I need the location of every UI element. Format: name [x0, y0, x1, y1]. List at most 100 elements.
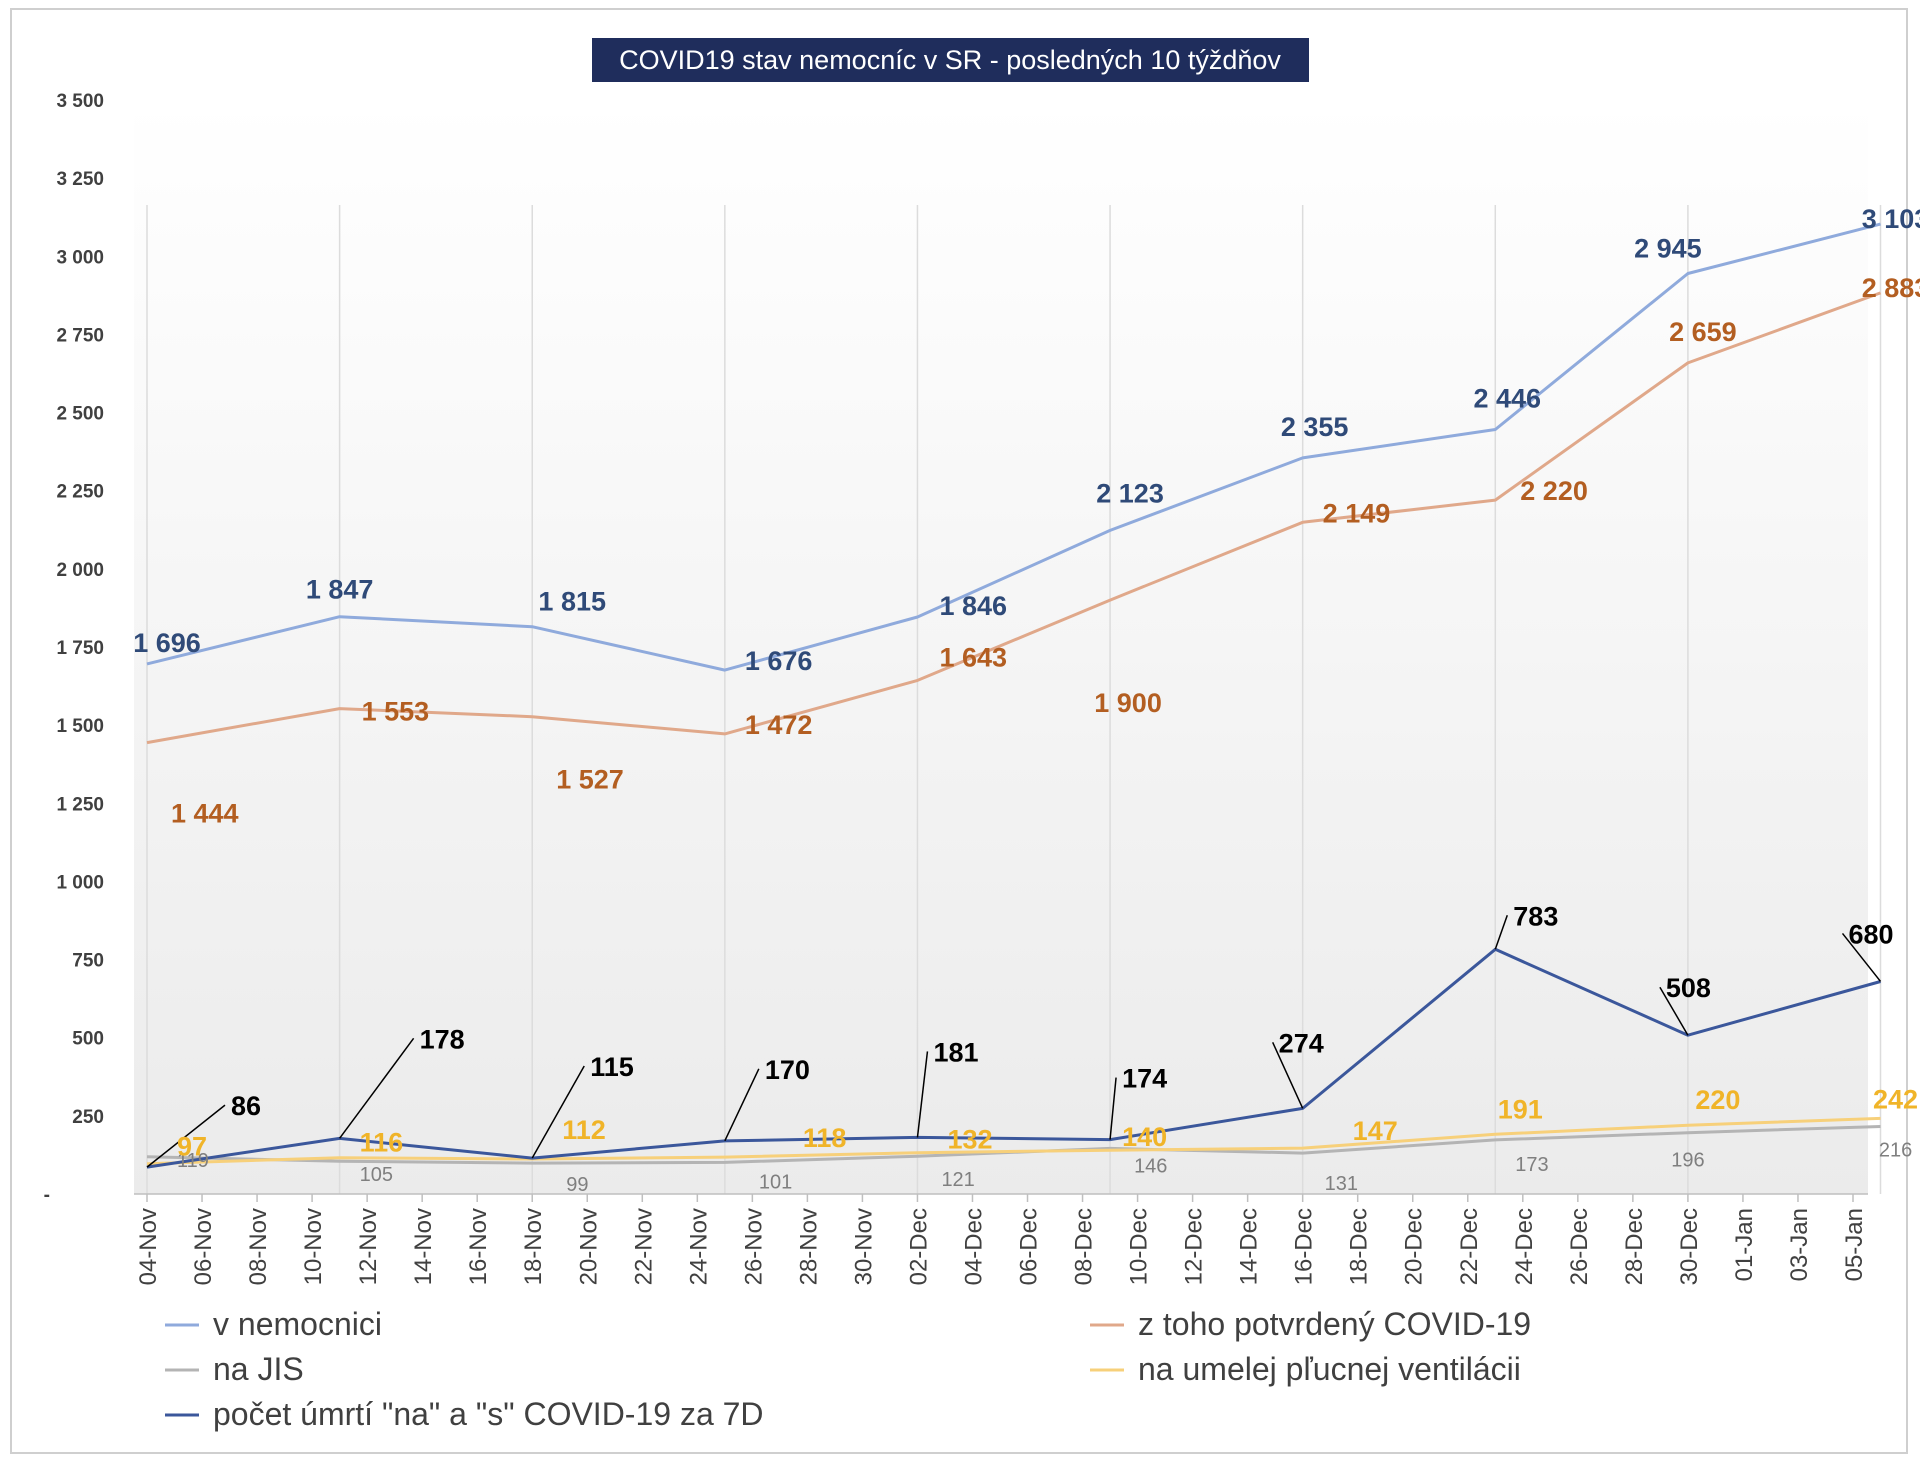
chart-title: COVID19 stav nemocníc v SR - posledných … [619, 45, 1281, 75]
x-tick-label: 16-Nov [465, 1208, 492, 1285]
data-label-1: 2 883 [1862, 273, 1920, 303]
data-label-0: 1 846 [939, 591, 1007, 621]
data-label-4: 181 [933, 1037, 978, 1067]
data-label-2: 99 [566, 1174, 588, 1196]
data-label-4: 174 [1122, 1064, 1167, 1094]
data-label-3: 191 [1498, 1094, 1543, 1124]
data-label-1: 1 444 [171, 799, 239, 829]
legend-label-4: počet úmrtí "na" a "s" COVID-19 za 7D [213, 1396, 764, 1432]
leader-line [1271, 1042, 1304, 1109]
x-tick-label: 10-Nov [300, 1208, 327, 1285]
data-label-2: 121 [941, 1169, 974, 1191]
x-tick-label: 12-Dec [1181, 1208, 1208, 1285]
data-label-1: 2 659 [1669, 317, 1737, 347]
x-tick-label: 24-Nov [685, 1208, 712, 1285]
x-tick-label: 14-Dec [1236, 1208, 1263, 1285]
leader-line [531, 1065, 585, 1159]
chart-title-box [592, 38, 1309, 82]
data-label-2: 146 [1134, 1155, 1167, 1177]
data-label-4: 783 [1513, 901, 1558, 931]
x-tick-label: 06-Dec [1016, 1208, 1043, 1285]
x-tick-label: 12-Nov [355, 1208, 382, 1285]
chart-title-group: COVID19 stav nemocníc v SR - posledných … [592, 38, 1309, 82]
x-tick-label: 22-Dec [1456, 1208, 1483, 1285]
x-tick-label: 10-Dec [1126, 1208, 1153, 1285]
x-tick-label: 20-Nov [575, 1208, 602, 1285]
series-lines [146, 222, 1882, 1169]
leader-line [1494, 915, 1508, 950]
x-tick-label: 14-Nov [410, 1208, 437, 1285]
y-tick-label: - [44, 1185, 50, 1206]
data-label-2: 131 [1325, 1173, 1358, 1195]
x-tick-label: 04-Nov [135, 1208, 162, 1285]
x-tick-label: 06-Nov [190, 1208, 217, 1285]
x-axis: 04-Nov 06-Nov 08-Nov 10-Nov 12-Nov 14-Nov 16-N… [134, 1193, 1868, 1285]
y-tick-label: 2 250 [56, 482, 104, 503]
data-labels: 1 696 1 847 1 815 1 676 1 846 2 123 2 355 2 446… [133, 204, 1920, 1196]
data-label-4: 508 [1666, 973, 1711, 1003]
y-tick-label: 2 000 [56, 560, 104, 581]
x-tick-label: 18-Dec [1346, 1208, 1373, 1285]
x-tick-label: 18-Nov [520, 1208, 547, 1285]
legend-label-1: z toho potvrdený COVID-19 [1138, 1306, 1531, 1342]
x-tick-label: 28-Dec [1621, 1208, 1648, 1285]
data-label-1: 1 553 [362, 697, 430, 727]
x-tick-label: 20-Dec [1401, 1208, 1428, 1285]
x-tick-label: 05-Jan [1841, 1208, 1868, 1281]
data-label-3: 97 [177, 1132, 207, 1162]
data-label-2: 101 [759, 1171, 792, 1193]
x-tick-label: 22-Nov [630, 1208, 657, 1285]
leader-line [146, 1104, 226, 1168]
y-tick-label: 1 500 [56, 716, 104, 737]
data-label-1: 2 220 [1520, 476, 1588, 506]
data-label-3: 220 [1695, 1085, 1740, 1115]
legend-label-0: v nemocnici [213, 1306, 382, 1342]
x-tick-label: 24-Dec [1511, 1208, 1538, 1285]
data-label-3: 140 [1122, 1122, 1167, 1152]
y-tick-label: 750 [72, 951, 104, 972]
data-label-4: 115 [590, 1052, 634, 1082]
label-leader-lines [146, 915, 1882, 1168]
y-tick-label: 2 500 [56, 404, 104, 425]
x-tick-label: 02-Dec [905, 1208, 932, 1285]
y-tick-label: 3 000 [56, 247, 104, 268]
leader-line [1109, 1077, 1117, 1140]
data-label-1: 1 643 [939, 642, 1007, 672]
leader-line [1841, 932, 1882, 982]
legend-label-2: na JIS [213, 1351, 304, 1387]
y-tick-label: 500 [72, 1029, 104, 1050]
x-tick-label: 01-Jan [1731, 1208, 1758, 1281]
data-label-4: 178 [420, 1024, 465, 1054]
y-axis-ticks: - 250 500 750 1 000 1 250 1 500 1 750 2 000 2 250… [44, 91, 104, 1206]
series-line-3 [146, 1116, 1881, 1166]
data-label-3: 132 [947, 1125, 992, 1155]
leader-line [339, 1037, 415, 1139]
y-tick-label: 2 750 [56, 325, 104, 346]
x-tick-label: 04-Dec [960, 1208, 987, 1285]
vertical-gridlines [146, 205, 1882, 1194]
data-label-0: 3 103 [1862, 204, 1920, 234]
data-label-3: 147 [1353, 1116, 1398, 1146]
y-tick-label: 1 000 [56, 872, 104, 893]
leader-line [916, 1051, 929, 1138]
y-tick-label: 1 750 [56, 638, 104, 659]
data-label-0: 2 123 [1096, 478, 1164, 508]
data-label-2: 196 [1671, 1150, 1704, 1172]
data-label-1: 1 900 [1094, 688, 1162, 718]
data-label-2: 173 [1515, 1154, 1548, 1176]
data-label-3: 118 [803, 1123, 847, 1153]
data-label-0: 1 815 [538, 587, 606, 617]
leader-line [1659, 986, 1689, 1036]
data-label-4: 274 [1279, 1028, 1324, 1058]
x-tick-label: 28-Nov [795, 1208, 822, 1285]
x-tick-label: 26-Nov [740, 1208, 767, 1285]
legend-label-3: na umelej pľucnej ventilácii [1138, 1351, 1521, 1387]
data-label-0: 1 676 [745, 646, 813, 676]
y-tick-label: 3 250 [56, 169, 104, 190]
y-tick-label: 250 [72, 1107, 104, 1128]
leader-line [724, 1068, 760, 1142]
legend: v nemocnici z toho potvrdený COVID-19 na J… [165, 1306, 1531, 1432]
x-tick-label: 16-Dec [1291, 1208, 1318, 1285]
data-label-2: 216 [1879, 1139, 1912, 1161]
